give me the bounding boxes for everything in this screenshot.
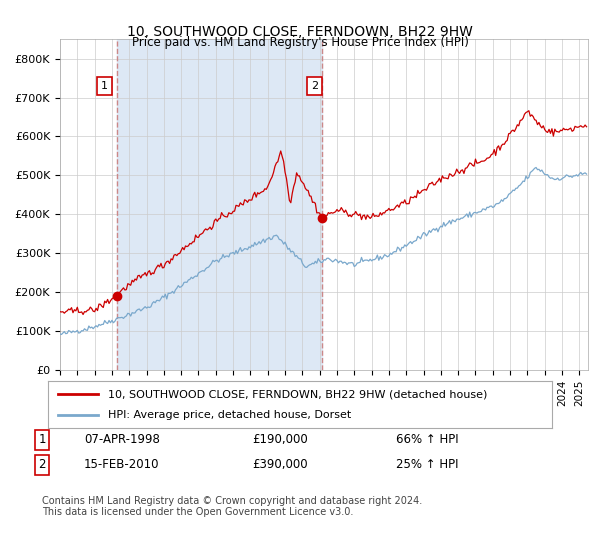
Text: Price paid vs. HM Land Registry's House Price Index (HPI): Price paid vs. HM Land Registry's House … (131, 36, 469, 49)
Text: 10, SOUTHWOOD CLOSE, FERNDOWN, BH22 9HW: 10, SOUTHWOOD CLOSE, FERNDOWN, BH22 9HW (127, 25, 473, 39)
Text: HPI: Average price, detached house, Dorset: HPI: Average price, detached house, Dors… (109, 410, 352, 420)
Text: £190,000: £190,000 (252, 433, 308, 446)
Text: 10, SOUTHWOOD CLOSE, FERNDOWN, BH22 9HW (detached house): 10, SOUTHWOOD CLOSE, FERNDOWN, BH22 9HW … (109, 389, 488, 399)
Text: 1: 1 (38, 433, 46, 446)
Text: 07-APR-1998: 07-APR-1998 (84, 433, 160, 446)
Text: 2: 2 (311, 81, 319, 91)
Text: £390,000: £390,000 (252, 458, 308, 472)
Text: 15-FEB-2010: 15-FEB-2010 (84, 458, 160, 472)
Text: 66% ↑ HPI: 66% ↑ HPI (396, 433, 458, 446)
Bar (116, 39, 322, 370)
Text: 2: 2 (38, 458, 46, 472)
Text: 1: 1 (101, 81, 108, 91)
Text: Contains HM Land Registry data © Crown copyright and database right 2024.
This d: Contains HM Land Registry data © Crown c… (42, 496, 422, 517)
Text: 25% ↑ HPI: 25% ↑ HPI (396, 458, 458, 472)
